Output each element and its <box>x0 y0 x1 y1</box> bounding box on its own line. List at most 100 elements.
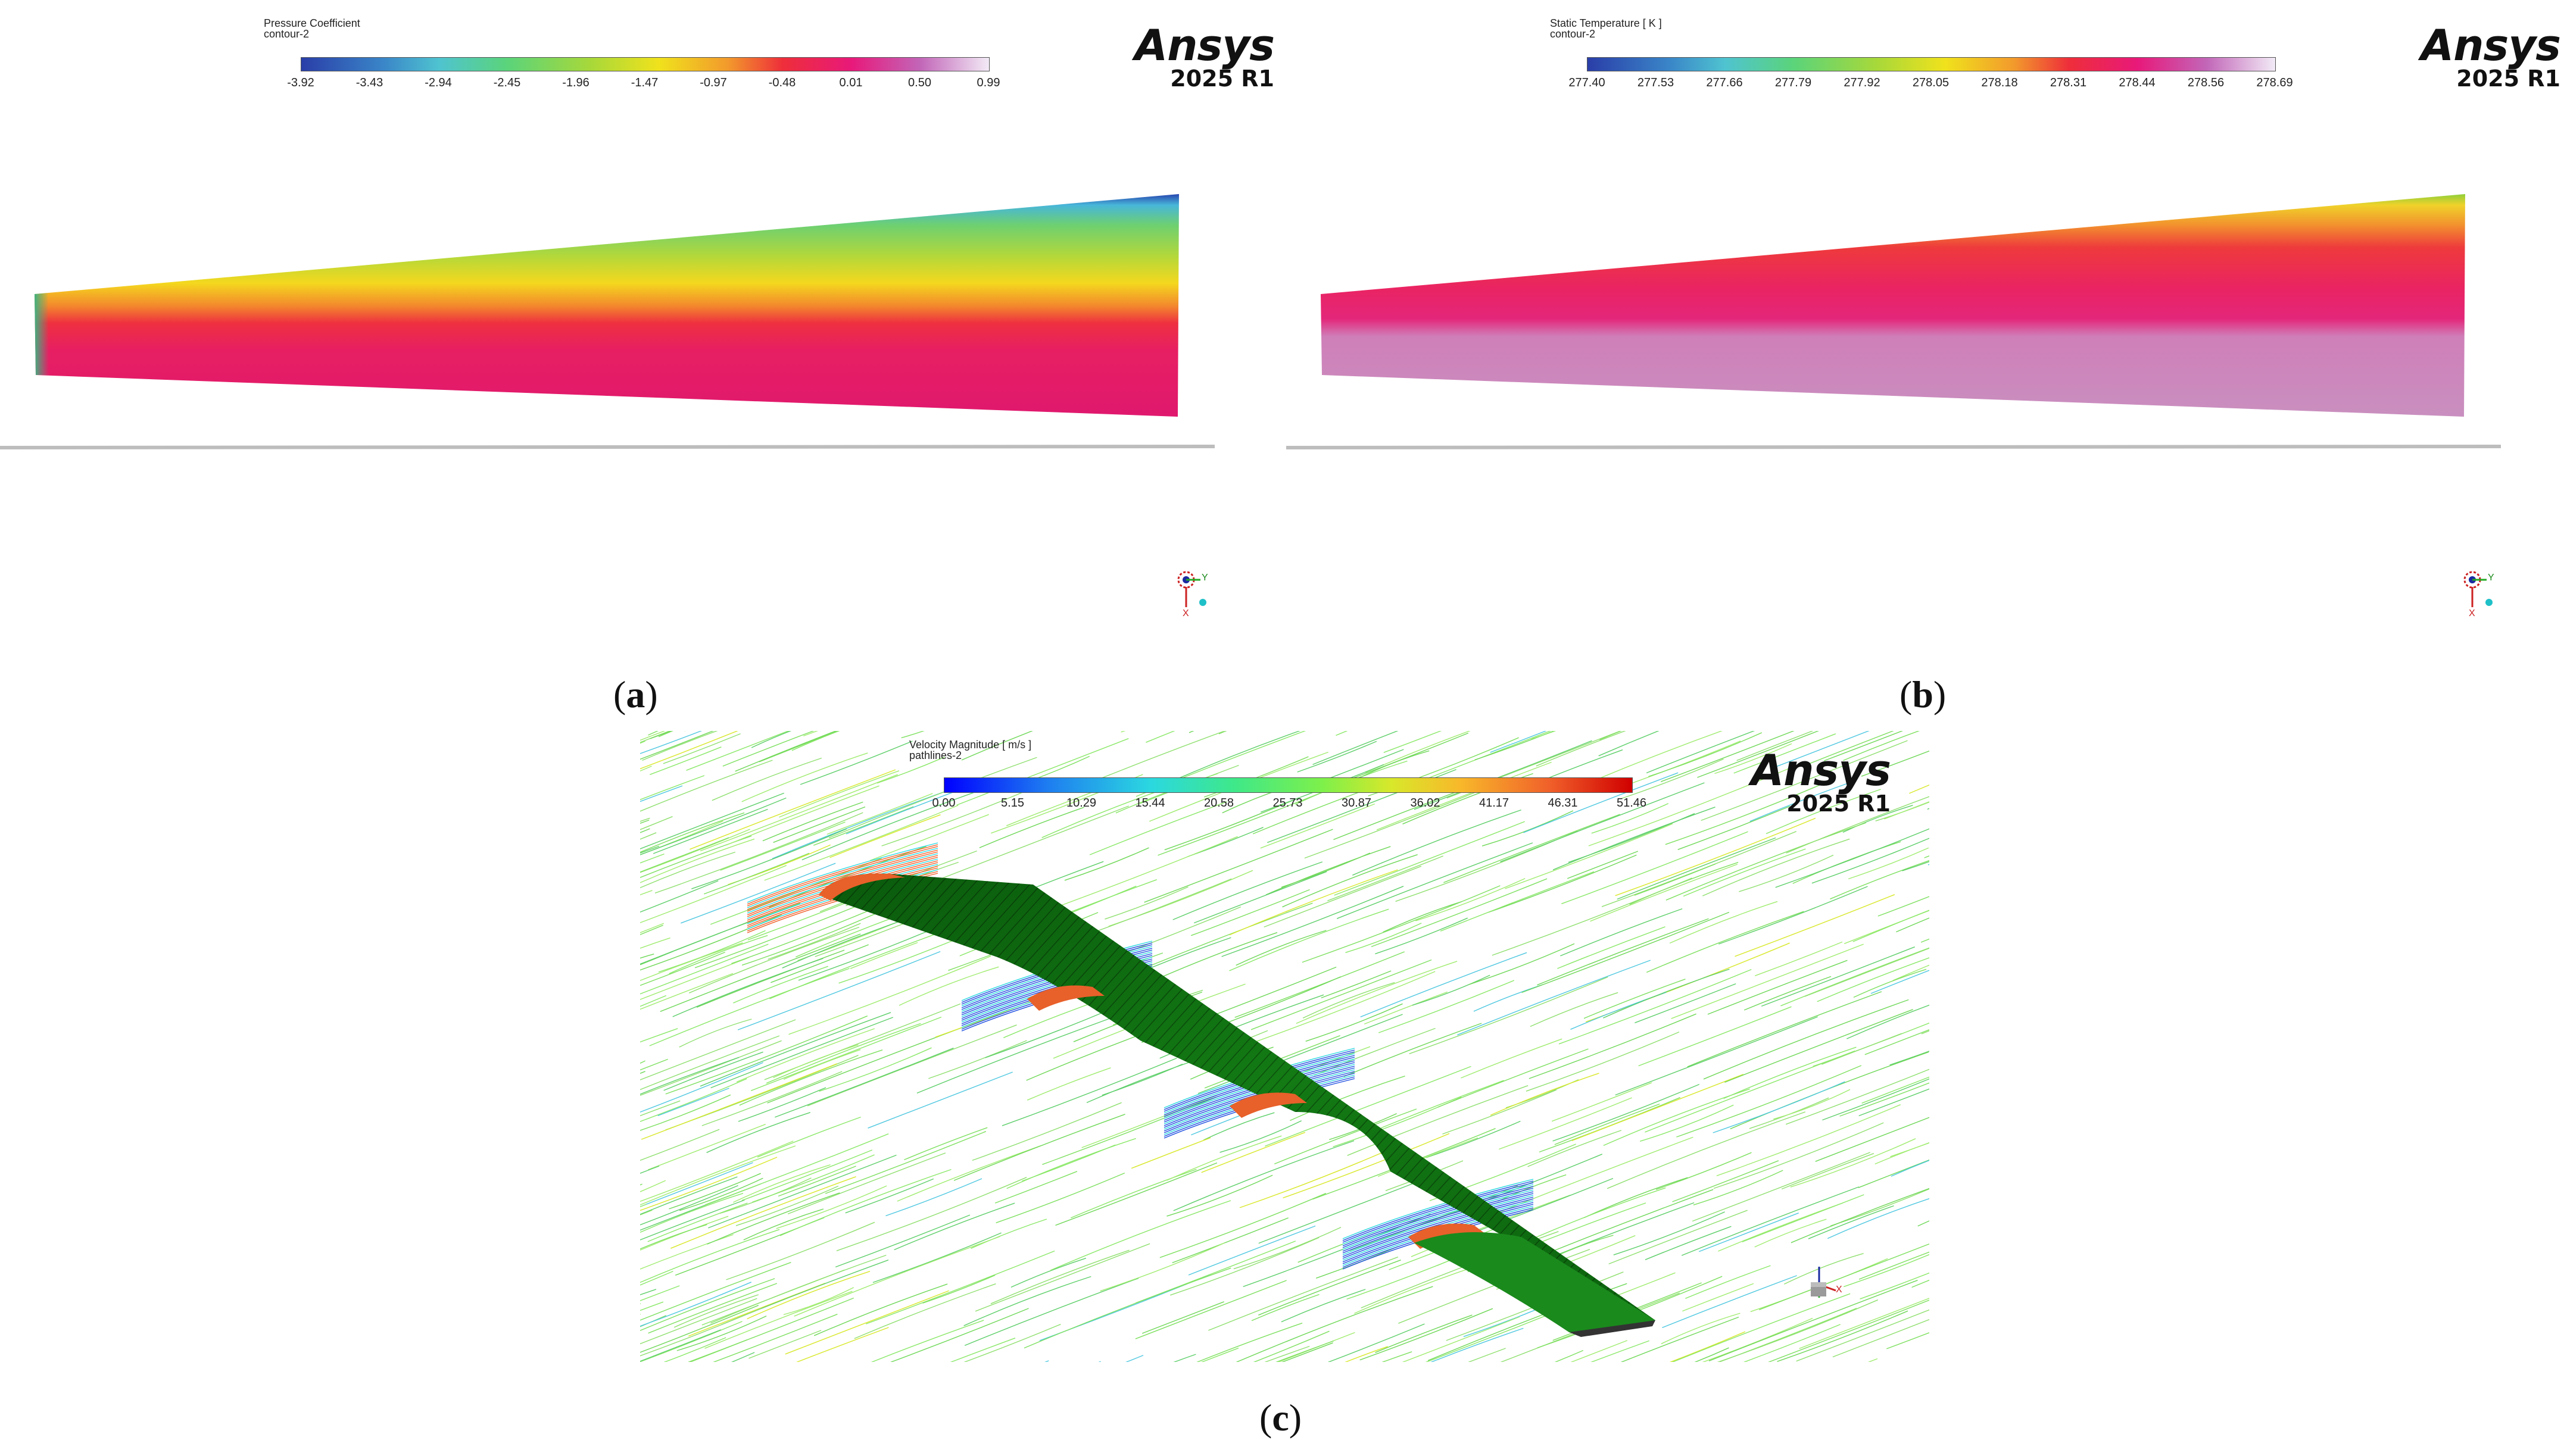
pathline <box>963 1324 1061 1362</box>
wake-pathline <box>747 844 938 905</box>
pathline <box>1681 1186 1860 1256</box>
pathline <box>1896 917 1929 933</box>
pathline <box>738 1087 826 1122</box>
pathline <box>1796 1309 1929 1362</box>
pathline <box>731 1352 755 1362</box>
pathline <box>1570 1340 1628 1362</box>
pathline <box>1381 1080 1504 1129</box>
pathline <box>1842 805 1913 833</box>
pathline <box>1334 821 1525 896</box>
pathline <box>1336 842 1533 919</box>
wing-tip-panel <box>1414 1232 1655 1332</box>
pathline <box>1768 1299 1929 1362</box>
colorbar-tick: 277.40 <box>1568 76 1605 89</box>
pathline <box>1620 1316 1739 1362</box>
pathline <box>1173 1354 1196 1362</box>
pathline <box>650 746 722 775</box>
pathline <box>1848 847 1929 880</box>
pathline <box>1415 878 1526 921</box>
pathline <box>787 1152 946 1215</box>
pathline <box>1749 780 1854 822</box>
colorbar-tick: -3.92 <box>287 76 314 89</box>
pathline <box>1251 1293 1320 1321</box>
caption-b: (b) <box>1899 673 1947 715</box>
pathline <box>1561 831 1748 904</box>
pathline <box>1233 1227 1342 1270</box>
pathline <box>791 731 840 751</box>
colorbar-velocity <box>944 777 1633 793</box>
colorbar-tick-labels: -3.92 -3.43 -2.94 -2.45 -1.96 -1.47 -0.9… <box>287 76 1000 90</box>
axis-triad: Y X <box>1167 565 1215 619</box>
pathline <box>690 769 896 850</box>
pathline-field <box>640 731 1929 1362</box>
pathline <box>1799 1298 1929 1349</box>
pathline <box>1203 1112 1275 1141</box>
pathline <box>679 1018 752 1048</box>
pathline <box>1671 943 1864 1019</box>
pathline <box>679 1177 763 1211</box>
pathline <box>1536 731 1626 767</box>
logo-brand: Ansys <box>1751 745 1891 795</box>
pathline <box>640 1285 680 1301</box>
pathline <box>1599 731 1622 741</box>
pathline <box>894 1202 1015 1251</box>
pathline <box>1414 740 1592 810</box>
pathline <box>1590 864 1738 922</box>
pathline <box>713 1314 838 1362</box>
pathline <box>1889 1051 1929 1066</box>
pathline <box>701 1071 843 1126</box>
pathline <box>752 1154 875 1203</box>
pathline <box>640 1224 707 1249</box>
pathline <box>1188 1225 1316 1276</box>
wake-pathline <box>1342 1188 1534 1248</box>
pathline <box>1607 1111 1806 1189</box>
pathline <box>1027 1067 1111 1101</box>
pathline <box>1166 1135 1282 1181</box>
pathline <box>640 1157 778 1211</box>
pathline <box>1530 992 1618 1027</box>
pathline <box>1811 838 1929 884</box>
pathline <box>731 907 877 964</box>
pathline <box>640 1035 780 1091</box>
pathline <box>1468 943 1575 985</box>
pathline <box>1378 980 1515 1033</box>
pathline <box>1010 1258 1087 1288</box>
pathline <box>930 805 1129 883</box>
pathline <box>1739 854 1834 892</box>
pathline <box>658 930 766 973</box>
colorbar-tick: -1.96 <box>562 76 589 89</box>
pathline <box>640 1129 720 1161</box>
pathline <box>796 1327 889 1362</box>
pathline <box>750 1016 942 1091</box>
pathline <box>1552 807 1716 870</box>
wake-pathline <box>1342 1179 1534 1239</box>
pathline <box>1296 961 1458 1024</box>
pathline <box>1877 896 1929 917</box>
pathline <box>640 851 736 889</box>
colorbar-tick: 278.69 <box>2256 76 2293 89</box>
pathline <box>640 1298 757 1345</box>
pathline <box>1531 731 1557 740</box>
pathline <box>1832 1319 1929 1358</box>
wake-pathline <box>747 842 938 903</box>
pathline <box>1042 1096 1217 1165</box>
pathline <box>1714 743 1792 774</box>
pathline <box>640 951 725 986</box>
pathline <box>640 1180 666 1192</box>
pathline <box>1201 1132 1306 1173</box>
pathline <box>640 1100 681 1117</box>
logo-brand: Ansys <box>2421 20 2561 70</box>
pathline <box>1858 1251 1929 1280</box>
pathline <box>640 792 784 849</box>
pathline <box>963 1276 1091 1326</box>
colorbar-tick: -2.94 <box>425 76 452 89</box>
pathline <box>916 1017 1112 1094</box>
pathline <box>654 812 863 893</box>
pathline <box>1687 991 1882 1067</box>
pathline <box>640 943 769 995</box>
pathline <box>1804 948 1929 997</box>
pathline <box>899 966 999 1006</box>
pathline <box>640 1262 791 1321</box>
colorbar-subtitle: contour-2 <box>264 28 310 40</box>
axis-x-label: X <box>1836 1285 1842 1295</box>
